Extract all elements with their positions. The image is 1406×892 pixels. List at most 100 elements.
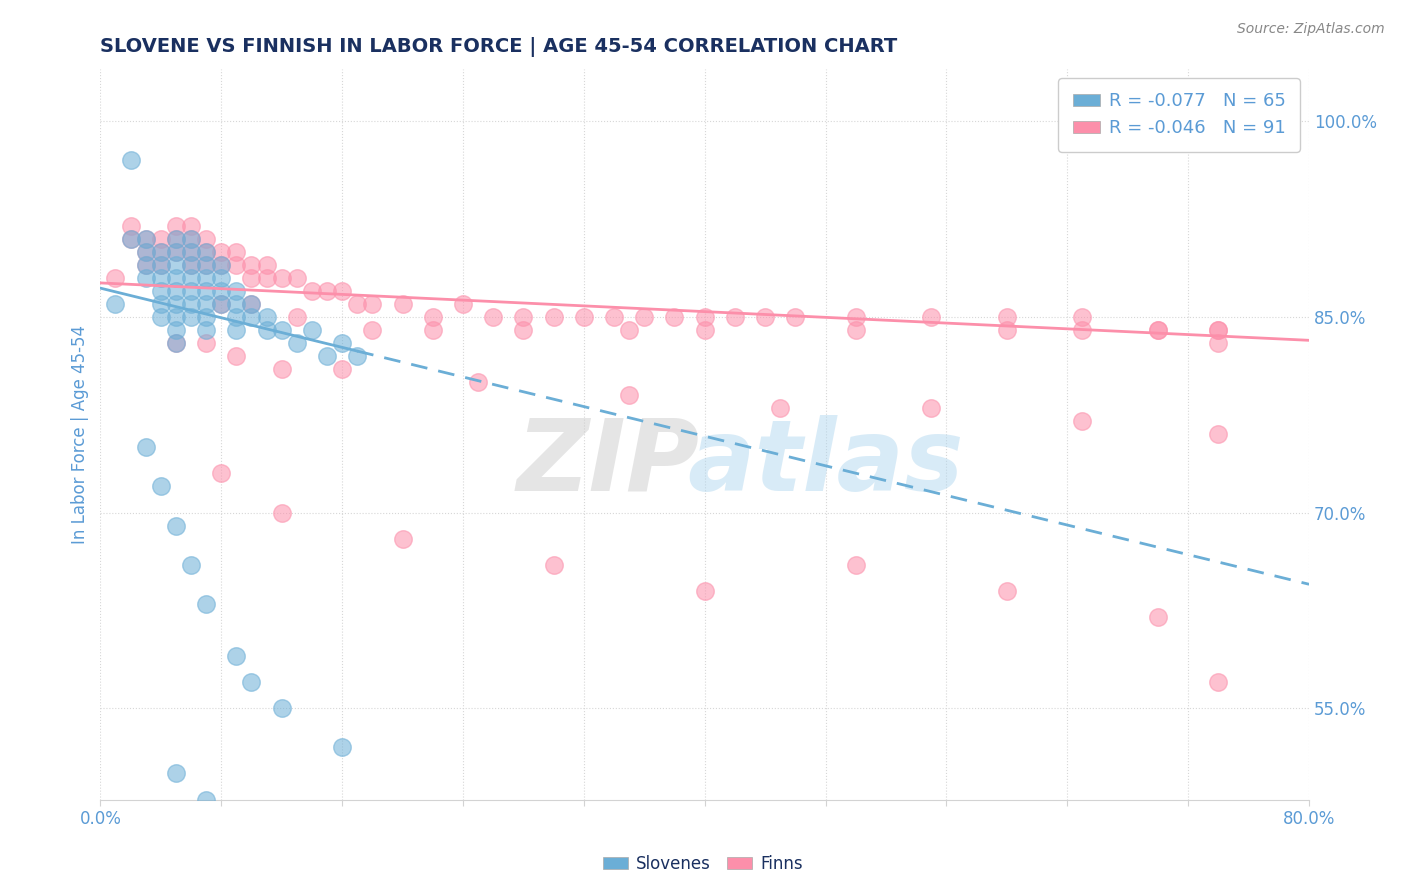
Point	[543, 310, 565, 324]
Point	[225, 258, 247, 272]
Point	[1147, 323, 1170, 337]
Point	[270, 701, 292, 715]
Point	[135, 258, 157, 272]
Point	[617, 323, 640, 337]
Point	[617, 388, 640, 402]
Point	[270, 362, 292, 376]
Point	[1208, 127, 1230, 141]
Point	[845, 310, 868, 324]
Point	[361, 323, 384, 337]
Point	[225, 349, 247, 363]
Point	[1147, 323, 1170, 337]
Point	[195, 597, 218, 611]
Point	[724, 310, 747, 324]
Point	[301, 284, 323, 298]
Point	[135, 270, 157, 285]
Point	[482, 310, 505, 324]
Point	[135, 231, 157, 245]
Point	[316, 349, 339, 363]
Point	[361, 297, 384, 311]
Point	[195, 231, 218, 245]
Point	[285, 270, 308, 285]
Point	[1208, 675, 1230, 690]
Point	[180, 297, 202, 311]
Point	[256, 270, 278, 285]
Point	[120, 231, 142, 245]
Point	[920, 310, 942, 324]
Point	[225, 297, 247, 311]
Point	[165, 219, 187, 233]
Point	[149, 270, 172, 285]
Point	[920, 401, 942, 416]
Point	[149, 244, 172, 259]
Point	[1208, 114, 1230, 128]
Point	[149, 258, 172, 272]
Point	[225, 310, 247, 324]
Point	[693, 583, 716, 598]
Point	[180, 258, 202, 272]
Point	[633, 310, 655, 324]
Point	[195, 258, 218, 272]
Point	[195, 258, 218, 272]
Point	[165, 244, 187, 259]
Point	[1071, 414, 1094, 428]
Point	[240, 297, 263, 311]
Point	[422, 310, 444, 324]
Point	[120, 219, 142, 233]
Point	[195, 792, 218, 806]
Point	[995, 323, 1018, 337]
Point	[120, 153, 142, 168]
Point	[512, 323, 534, 337]
Text: SLOVENE VS FINNISH IN LABOR FORCE | AGE 45-54 CORRELATION CHART: SLOVENE VS FINNISH IN LABOR FORCE | AGE …	[100, 37, 897, 57]
Point	[149, 479, 172, 493]
Point	[135, 258, 157, 272]
Point	[165, 231, 187, 245]
Point	[330, 740, 353, 755]
Point	[270, 323, 292, 337]
Point	[165, 335, 187, 350]
Text: Source: ZipAtlas.com: Source: ZipAtlas.com	[1237, 22, 1385, 37]
Point	[1071, 323, 1094, 337]
Point	[1208, 335, 1230, 350]
Point	[603, 310, 626, 324]
Point	[180, 258, 202, 272]
Point	[785, 310, 807, 324]
Point	[165, 258, 187, 272]
Point	[180, 244, 202, 259]
Point	[180, 231, 202, 245]
Point	[256, 310, 278, 324]
Point	[180, 244, 202, 259]
Point	[165, 323, 187, 337]
Point	[180, 284, 202, 298]
Point	[209, 270, 232, 285]
Point	[195, 335, 218, 350]
Point	[256, 258, 278, 272]
Point	[195, 244, 218, 259]
Point	[225, 323, 247, 337]
Point	[995, 583, 1018, 598]
Point	[165, 310, 187, 324]
Point	[285, 335, 308, 350]
Point	[693, 310, 716, 324]
Point	[845, 323, 868, 337]
Point	[225, 648, 247, 663]
Text: atlas: atlas	[688, 415, 965, 512]
Point	[346, 349, 368, 363]
Point	[180, 270, 202, 285]
Point	[149, 310, 172, 324]
Point	[1208, 323, 1230, 337]
Point	[209, 258, 232, 272]
Point	[572, 310, 595, 324]
Point	[270, 506, 292, 520]
Point	[195, 244, 218, 259]
Point	[1208, 114, 1230, 128]
Point	[256, 323, 278, 337]
Point	[120, 231, 142, 245]
Point	[422, 323, 444, 337]
Point	[1071, 310, 1094, 324]
Point	[180, 231, 202, 245]
Point	[104, 297, 127, 311]
Point	[754, 310, 776, 324]
Point	[195, 323, 218, 337]
Point	[209, 244, 232, 259]
